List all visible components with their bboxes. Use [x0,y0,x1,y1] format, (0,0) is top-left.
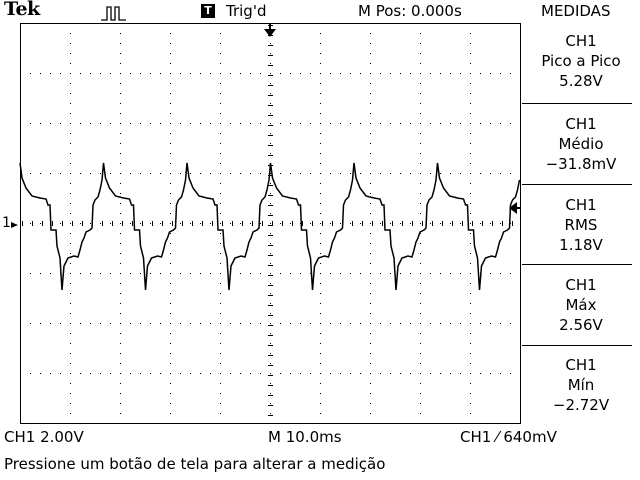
measurement-channel: CH1 [565,196,597,214]
divider [522,264,632,265]
measurement-channel: CH1 [565,356,597,374]
measurement-ch1-mean[interactable]: CH1 Médio −31.8mV [522,114,640,174]
trigger-position-arrow [264,29,276,37]
trigger-level-arrow [509,202,517,214]
measurement-value: −31.8mV [545,155,617,173]
menu-title: MEDIDAS [541,2,611,20]
measurement-channel: CH1 [565,276,597,294]
measurement-value: 2.56V [559,316,603,334]
ch1-ground-marker: 1 [2,215,11,231]
brand-logo: Tek [4,0,40,20]
trigger-readout: CH1 ⁄ 640mV [460,428,557,446]
measurement-value: −2.72V [552,396,610,414]
trigger-status: Trig'd [226,2,267,20]
divider [522,345,632,346]
measurement-ch1-min[interactable]: CH1 Mín −2.72V [522,355,640,415]
trigger-status-badge: T [201,4,215,18]
ch1-scale: CH1 2.00V [4,428,84,446]
hint-message: Pressione um botão de tela para alterar … [4,455,386,473]
horizontal-position: M Pos: 0.000s [358,2,462,20]
pulse-icon [101,6,126,21]
measurement-type: Médio [558,135,604,153]
measurement-channel: CH1 [565,115,597,133]
measurement-type: Pico a Pico [541,52,621,70]
measurement-ch1-max[interactable]: CH1 Máx 2.56V [522,275,640,335]
measurement-value: 1.18V [559,236,603,254]
measurement-type: RMS [564,216,598,234]
measurement-type: Mín [567,376,595,394]
divider [522,103,632,104]
ch1-waveform-trace [19,162,521,291]
ch1-ground-arrow [11,222,18,228]
measurement-type: Máx [565,296,597,314]
timebase: M 10.0ms [268,428,342,446]
measurement-ch1-rms[interactable]: CH1 RMS 1.18V [522,195,640,255]
divider [522,184,632,185]
measurement-value: 5.28V [559,72,603,90]
measurement-channel: CH1 [565,32,597,50]
measurement-ch1-pk-pk[interactable]: CH1 Pico a Pico 5.28V [522,31,640,91]
